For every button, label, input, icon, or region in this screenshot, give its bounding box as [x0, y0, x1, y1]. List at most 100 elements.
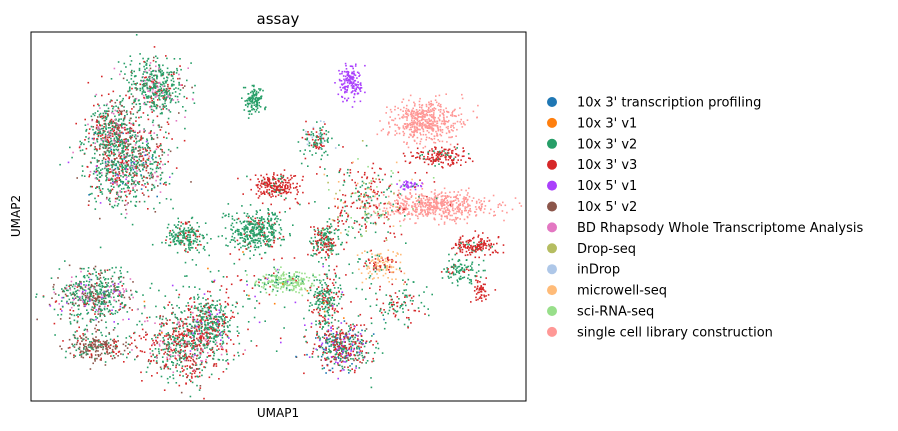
scatter-point — [159, 182, 162, 185]
scatter-point — [439, 115, 441, 117]
scatter-point — [344, 62, 347, 65]
scatter-point — [73, 343, 76, 346]
scatter-point — [376, 133, 379, 136]
scatter-point — [354, 83, 356, 85]
scatter-point — [168, 244, 170, 247]
scatter-point — [125, 184, 128, 186]
scatter-point — [97, 341, 100, 343]
scatter-point — [156, 77, 158, 80]
scatter-point — [95, 187, 97, 189]
scatter-point — [177, 224, 179, 226]
scatter-point — [218, 378, 220, 380]
scatter-point — [139, 89, 142, 92]
scatter-point — [224, 215, 226, 217]
scatter-point — [265, 244, 267, 246]
scatter-point — [284, 187, 287, 190]
scatter-point — [212, 351, 214, 353]
scatter-point — [130, 162, 133, 164]
scatter-point — [89, 350, 91, 352]
scatter-point — [144, 61, 146, 64]
scatter-point — [151, 375, 153, 377]
scatter-point — [53, 322, 56, 325]
scatter-point — [104, 271, 106, 273]
scatter-point — [134, 171, 136, 173]
scatter-point — [83, 338, 85, 340]
scatter-point — [248, 110, 251, 113]
scatter-point — [273, 188, 276, 191]
scatter-point — [172, 341, 175, 343]
scatter-point — [430, 127, 432, 130]
scatter-point — [138, 109, 141, 111]
scatter-point — [267, 222, 269, 224]
scatter-point — [113, 288, 115, 291]
scatter-point — [248, 98, 251, 100]
scatter-point — [165, 97, 168, 99]
scatter-point — [73, 304, 75, 307]
scatter-point — [100, 359, 102, 361]
scatter-point — [96, 138, 98, 140]
scatter-point — [182, 336, 184, 339]
scatter-point — [93, 133, 95, 136]
scatter-point — [180, 342, 182, 345]
scatter-point — [156, 342, 158, 345]
scatter-point — [104, 140, 107, 142]
scatter-point — [434, 99, 437, 101]
scatter-point — [188, 229, 190, 232]
scatter-point — [179, 319, 182, 321]
scatter-point — [199, 363, 202, 366]
scatter-point — [255, 100, 257, 102]
scatter-point — [109, 192, 111, 194]
scatter-point — [218, 316, 221, 318]
scatter-point — [59, 345, 61, 348]
scatter-point — [207, 298, 209, 300]
scatter-point — [214, 307, 216, 309]
scatter-point — [111, 309, 113, 311]
scatter-point — [149, 64, 151, 67]
scatter-point — [83, 329, 86, 331]
scatter-point — [402, 110, 404, 112]
scatter-point — [183, 243, 186, 245]
scatter-point — [90, 285, 93, 288]
scatter-point — [230, 224, 233, 227]
scatter-point — [111, 142, 114, 145]
scatter-point — [225, 349, 228, 351]
scatter-point — [118, 155, 120, 157]
scatter-point — [240, 222, 243, 225]
scatter-point — [117, 161, 120, 164]
scatter-point — [337, 93, 340, 96]
scatter-point — [291, 177, 293, 179]
scatter-point — [165, 137, 168, 139]
scatter-point — [106, 149, 109, 151]
scatter-point — [352, 82, 355, 84]
scatter-point — [198, 330, 201, 332]
scatter-point — [194, 354, 196, 356]
scatter-point — [125, 152, 128, 155]
scatter-point — [124, 199, 127, 202]
scatter-point — [262, 226, 265, 228]
scatter-point — [165, 80, 168, 83]
scatter-point — [121, 150, 123, 152]
scatter-point — [130, 294, 133, 296]
scatter-point — [266, 239, 269, 241]
scatter-point — [117, 276, 120, 279]
scatter-point — [422, 130, 425, 133]
scatter-point — [347, 75, 350, 77]
scatter-point — [143, 351, 146, 353]
scatter-point — [197, 321, 200, 323]
scatter-point — [263, 183, 266, 185]
scatter-point — [213, 352, 216, 355]
scatter-point — [87, 81, 90, 84]
scatter-point — [222, 330, 224, 333]
scatter-point — [35, 296, 37, 298]
scatter-point — [74, 355, 77, 357]
scatter-point — [95, 170, 98, 173]
scatter-point — [233, 354, 236, 357]
scatter-point — [121, 122, 123, 125]
scatter-point — [149, 362, 151, 365]
scatter-point — [268, 245, 271, 248]
scatter-point — [209, 332, 211, 334]
scatter-point — [131, 87, 133, 90]
scatter-point — [126, 153, 128, 156]
scatter-point — [123, 158, 125, 160]
scatter-point — [244, 104, 247, 106]
